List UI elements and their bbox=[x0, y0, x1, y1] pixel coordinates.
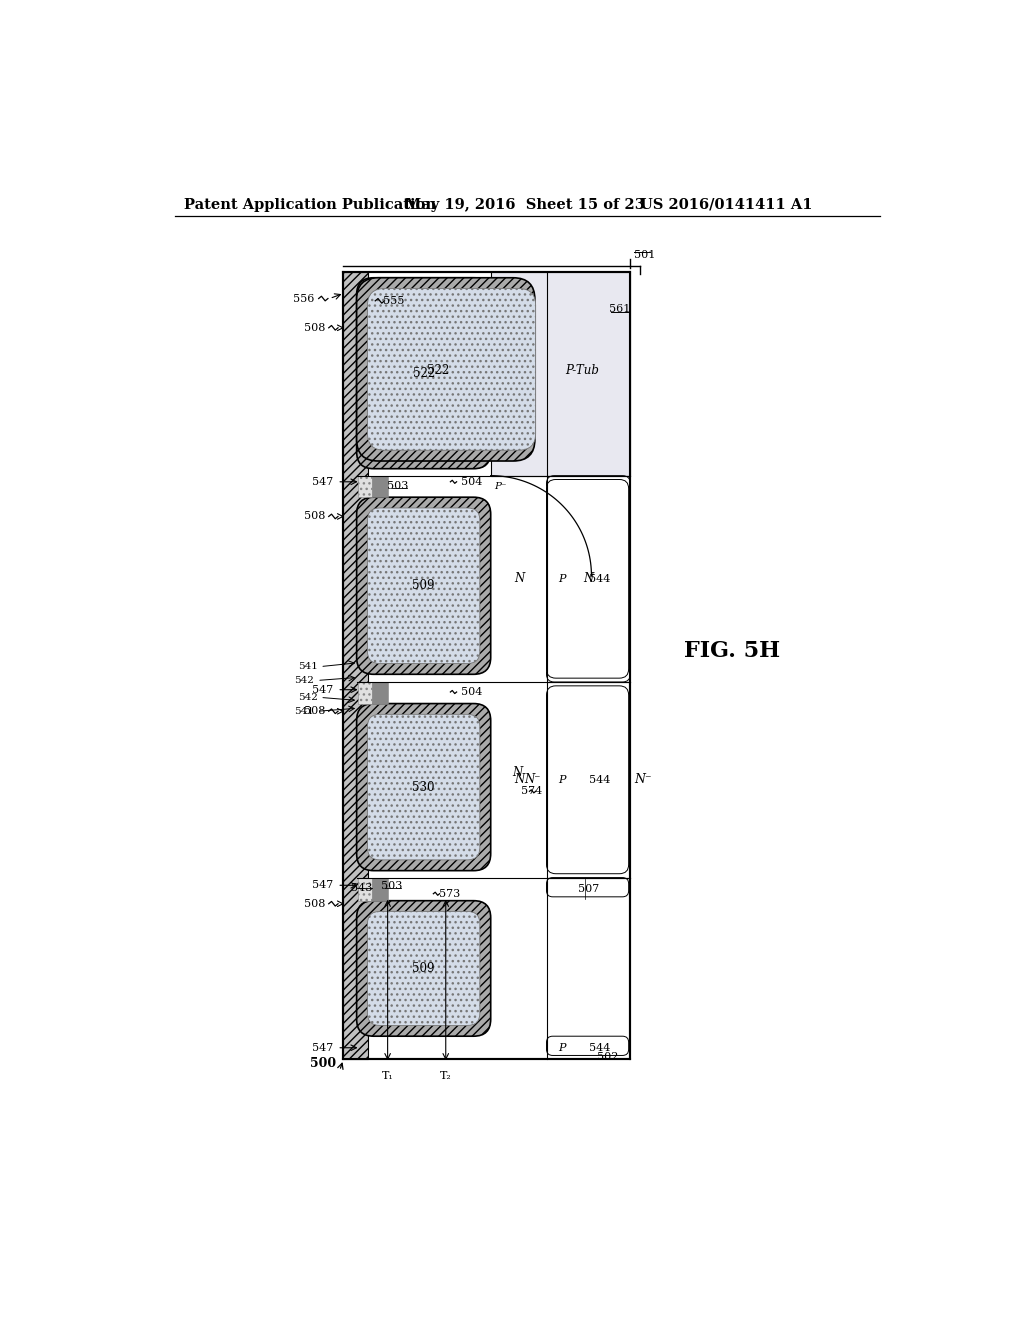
Text: 543: 543 bbox=[351, 883, 372, 894]
Text: 508: 508 bbox=[304, 899, 326, 908]
Text: FIG. 5H: FIG. 5H bbox=[684, 640, 780, 663]
Text: 509: 509 bbox=[413, 962, 435, 975]
FancyBboxPatch shape bbox=[547, 475, 630, 682]
Text: 555: 555 bbox=[383, 296, 404, 306]
Text: 541: 541 bbox=[294, 706, 314, 715]
FancyBboxPatch shape bbox=[547, 686, 629, 874]
Text: 573: 573 bbox=[439, 888, 460, 899]
Text: P⁻: P⁻ bbox=[494, 482, 506, 491]
Text: 508: 508 bbox=[304, 323, 326, 333]
Bar bbox=[358, 682, 372, 704]
FancyBboxPatch shape bbox=[356, 704, 490, 871]
Text: May 19, 2016  Sheet 15 of 23: May 19, 2016 Sheet 15 of 23 bbox=[406, 198, 645, 211]
Text: N⁻: N⁻ bbox=[634, 774, 651, 787]
Text: US 2016/0141411 A1: US 2016/0141411 A1 bbox=[640, 198, 812, 211]
Bar bbox=[372, 475, 388, 498]
FancyBboxPatch shape bbox=[368, 289, 536, 450]
Text: 522: 522 bbox=[427, 363, 450, 376]
Text: 509: 509 bbox=[413, 579, 435, 593]
Text: T₂: T₂ bbox=[440, 1072, 452, 1081]
Bar bbox=[358, 878, 372, 900]
FancyBboxPatch shape bbox=[547, 878, 629, 896]
Text: 561: 561 bbox=[608, 304, 630, 314]
FancyBboxPatch shape bbox=[547, 479, 629, 678]
Text: 556: 556 bbox=[293, 293, 314, 304]
Text: 544: 544 bbox=[589, 574, 610, 583]
Text: 508: 508 bbox=[304, 511, 326, 521]
Text: 542: 542 bbox=[298, 693, 317, 702]
FancyBboxPatch shape bbox=[356, 498, 490, 675]
Text: P-Tub: P-Tub bbox=[565, 363, 599, 376]
Text: 541: 541 bbox=[298, 663, 317, 671]
Text: 547: 547 bbox=[312, 880, 334, 890]
Bar bbox=[343, 272, 369, 1059]
Text: T₁: T₁ bbox=[382, 1072, 393, 1081]
Text: 504: 504 bbox=[461, 477, 482, 487]
FancyBboxPatch shape bbox=[368, 911, 480, 1026]
FancyBboxPatch shape bbox=[368, 714, 480, 859]
Text: 547: 547 bbox=[312, 1043, 334, 1053]
FancyBboxPatch shape bbox=[356, 277, 535, 461]
Text: 501: 501 bbox=[634, 251, 655, 260]
Text: P: P bbox=[558, 775, 565, 785]
Text: 504: 504 bbox=[461, 686, 482, 697]
Text: N⁻: N⁻ bbox=[524, 774, 541, 787]
Text: P: P bbox=[558, 1043, 565, 1053]
Text: 544: 544 bbox=[589, 1043, 610, 1053]
FancyBboxPatch shape bbox=[368, 289, 480, 458]
Text: 547: 547 bbox=[312, 685, 334, 694]
Text: 503: 503 bbox=[387, 480, 409, 491]
Text: 530: 530 bbox=[413, 780, 435, 793]
Text: 503: 503 bbox=[381, 880, 402, 891]
Text: 508: 508 bbox=[304, 706, 326, 717]
Bar bbox=[372, 878, 388, 900]
Text: 544: 544 bbox=[589, 775, 610, 785]
Text: N: N bbox=[514, 774, 524, 787]
Text: 500: 500 bbox=[309, 1056, 336, 1069]
Text: 502: 502 bbox=[597, 1052, 618, 1061]
Bar bbox=[372, 682, 388, 704]
Text: N: N bbox=[514, 573, 524, 585]
FancyBboxPatch shape bbox=[356, 277, 490, 469]
Text: Patent Application Publication: Patent Application Publication bbox=[183, 198, 436, 211]
Text: N: N bbox=[513, 766, 523, 779]
FancyBboxPatch shape bbox=[547, 1036, 629, 1056]
Text: N: N bbox=[584, 573, 594, 585]
Bar bbox=[358, 475, 372, 498]
FancyBboxPatch shape bbox=[356, 900, 490, 1036]
FancyBboxPatch shape bbox=[368, 508, 480, 664]
Text: 547: 547 bbox=[312, 477, 334, 487]
Text: 522: 522 bbox=[413, 367, 435, 380]
Text: P: P bbox=[558, 574, 565, 583]
Bar bbox=[490, 272, 630, 475]
Text: 542: 542 bbox=[294, 676, 314, 685]
Text: 574: 574 bbox=[521, 787, 543, 796]
Text: 507: 507 bbox=[578, 884, 599, 894]
Bar bbox=[343, 272, 630, 1059]
